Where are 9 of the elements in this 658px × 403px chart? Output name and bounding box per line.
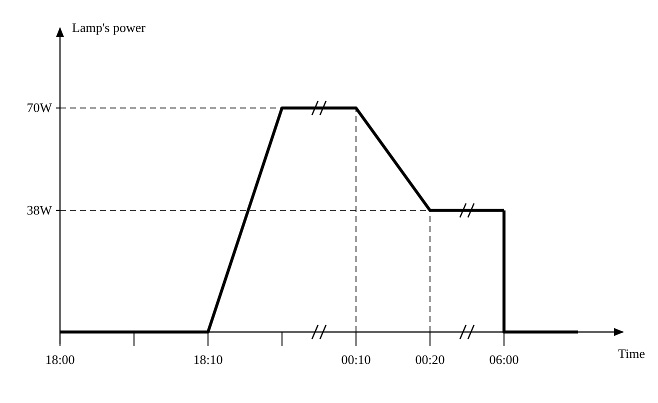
y-tick-label: 70W — [26, 100, 53, 115]
x-tick-label: 18:10 — [193, 352, 223, 367]
x-tick-label: 06:00 — [489, 352, 519, 367]
x-tick-label: 00:20 — [415, 352, 445, 367]
y-axis-title: Lamp's power — [72, 20, 146, 35]
x-tick-label: 18:00 — [45, 352, 75, 367]
y-tick-label: 38W — [26, 202, 53, 218]
x-tick-label: 00:10 — [341, 352, 371, 367]
x-axis-title: Time — [618, 346, 646, 361]
